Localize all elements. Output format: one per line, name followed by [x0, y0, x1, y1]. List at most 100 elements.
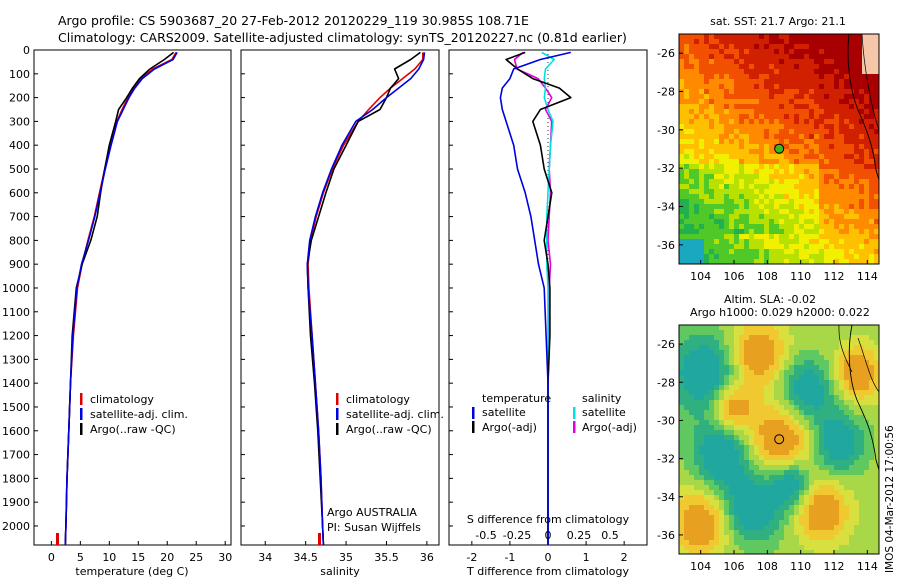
sla-cell	[764, 455, 770, 461]
sst-cell	[819, 134, 825, 140]
title-line-2: Climatology: CARS2009. Satellite-adjuste…	[58, 30, 627, 45]
sst-cell	[684, 184, 690, 190]
sst-cell	[834, 149, 840, 155]
sst-cell	[779, 189, 785, 195]
sst-cell	[714, 109, 720, 115]
sla-cell	[874, 540, 879, 546]
sst-cell	[789, 44, 795, 50]
sla-cell	[774, 490, 780, 496]
sla-cell	[859, 510, 865, 516]
sla-cell	[704, 460, 710, 466]
sst-cell	[734, 179, 740, 185]
sla-cell	[844, 480, 850, 486]
sla-cell	[684, 450, 690, 456]
sst-cell	[694, 54, 700, 60]
sla-cell	[754, 420, 760, 426]
sla-cell	[679, 435, 685, 441]
sla-cell	[864, 525, 870, 531]
sla-cell	[809, 480, 815, 486]
x-tick-label: 10	[102, 551, 116, 564]
sla-cell	[739, 545, 745, 551]
sst-cell	[849, 49, 855, 55]
sst-cell	[864, 219, 870, 225]
sst-cell	[844, 69, 850, 75]
sla-cell	[874, 485, 879, 491]
sst-cell	[859, 114, 865, 120]
sst-cell	[824, 194, 830, 200]
sst-cell	[719, 104, 725, 110]
sla-cell	[764, 505, 770, 511]
sst-cell	[739, 189, 745, 195]
sst-cell	[814, 259, 820, 264]
sla-cell	[739, 470, 745, 476]
sla-cell	[729, 370, 735, 376]
sst-cell	[709, 229, 715, 235]
sla-cell	[714, 460, 720, 466]
sst-cell	[814, 149, 820, 155]
sst-cell	[714, 224, 720, 230]
sla-cell	[679, 350, 685, 356]
sla-cell	[759, 485, 765, 491]
sst-cell	[759, 249, 765, 255]
sla-cell	[749, 415, 755, 421]
sst-cell	[794, 259, 800, 264]
sst-cell	[869, 84, 875, 90]
sst-cell	[714, 209, 720, 215]
sst-cell	[834, 244, 840, 250]
sst-cell	[734, 254, 740, 260]
sla-cell	[749, 530, 755, 536]
sla-cell	[734, 515, 740, 521]
sla-cell	[759, 335, 765, 341]
sst-cell	[724, 244, 730, 250]
sst-cell	[689, 254, 695, 260]
sst-cell	[764, 154, 770, 160]
sst-cell	[749, 164, 755, 170]
sst-cell	[784, 224, 790, 230]
sst-cell	[869, 189, 875, 195]
sst-cell	[689, 54, 695, 60]
sla-cell	[809, 460, 815, 466]
sla-cell	[734, 450, 740, 456]
sla-cell	[734, 365, 740, 371]
sla-cell	[784, 375, 790, 381]
sst-cell	[724, 59, 730, 65]
sst-cell	[809, 109, 815, 115]
sla-cell	[799, 510, 805, 516]
sla-cell	[744, 365, 750, 371]
sst-cell	[849, 234, 855, 240]
sla-cell	[864, 430, 870, 436]
sst-cell	[729, 184, 735, 190]
sla-cell	[704, 495, 710, 501]
sst-cell	[779, 179, 785, 185]
sst-cell	[759, 144, 765, 150]
sla-cell	[809, 450, 815, 456]
sla-cell	[699, 540, 705, 546]
salinity-series	[306, 51, 426, 546]
sla-cell	[739, 430, 745, 436]
sst-cell	[769, 44, 775, 50]
sst-cell	[744, 49, 750, 55]
sla-cell	[764, 405, 770, 411]
sla-cell	[714, 475, 720, 481]
sst-cell	[864, 239, 870, 245]
x-tick-label: 0	[48, 551, 55, 564]
sla-cell	[744, 500, 750, 506]
legend-label-satellite: satellite-adj. clim.	[346, 408, 444, 421]
sla-cell	[714, 440, 720, 446]
sla-cell	[784, 520, 790, 526]
sst-cell	[804, 229, 810, 235]
sst-cell	[684, 204, 690, 210]
sst-cell	[739, 44, 745, 50]
sst-cell	[784, 74, 790, 80]
sst-cell	[754, 214, 760, 220]
sst-cell	[794, 129, 800, 135]
sst-cell	[714, 134, 720, 140]
sla-cell	[864, 485, 870, 491]
sst-cell	[809, 74, 815, 80]
sst-cell	[834, 134, 840, 140]
sla-cell	[814, 470, 820, 476]
sla-cell	[874, 375, 879, 381]
sst-cell	[854, 169, 860, 175]
sla-cell	[759, 350, 765, 356]
sst-cell	[709, 179, 715, 185]
